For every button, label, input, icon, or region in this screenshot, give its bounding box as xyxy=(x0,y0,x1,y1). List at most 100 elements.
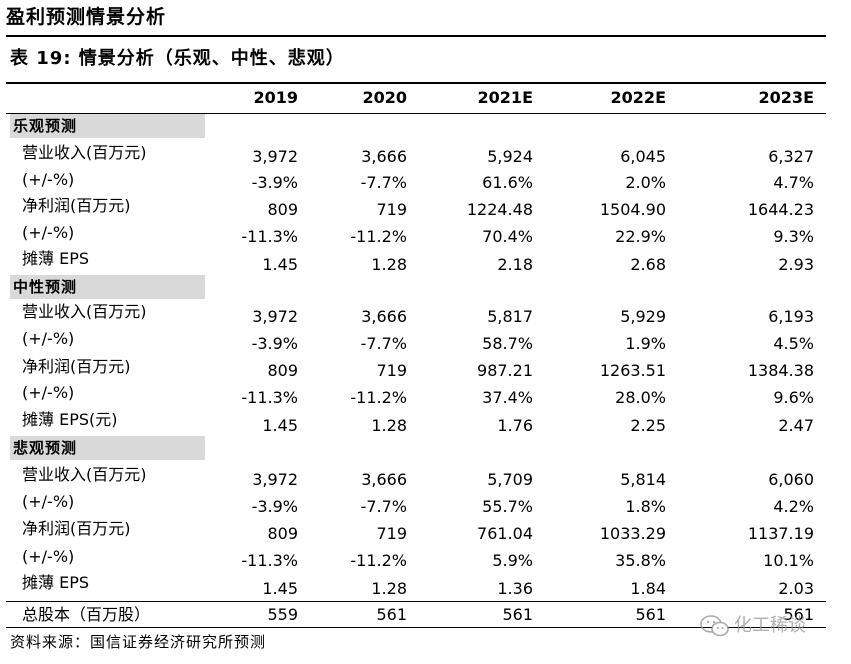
table-cell: 1.8% xyxy=(625,497,666,516)
table-cell: 761.04 xyxy=(477,524,533,543)
table-cell: 6,193 xyxy=(768,307,814,326)
table-cell: 1.28 xyxy=(371,416,407,435)
table-cell: 1.28 xyxy=(371,579,407,598)
table-cell: 3,972 xyxy=(252,307,298,326)
group-label: 悲观预测 xyxy=(13,439,78,457)
table-bottom-rule xyxy=(6,627,826,628)
table-cell: -3.9% xyxy=(251,497,298,516)
table-cell: 22.9% xyxy=(615,227,666,246)
row-label: 摊薄 EPS xyxy=(22,249,90,268)
table-cell: -11.3% xyxy=(241,388,298,407)
table-cell: 5,814 xyxy=(620,470,666,489)
table-cell: -3.9% xyxy=(251,173,298,192)
row-label: 净利润(百万元) xyxy=(22,196,131,215)
row-label: 营业收入(百万元) xyxy=(22,465,147,484)
group-label: 中性预测 xyxy=(13,278,78,296)
row-label: 摊薄 EPS(元) xyxy=(22,410,118,429)
table-cell: -7.7% xyxy=(360,334,407,353)
table-cell: 28.0% xyxy=(615,388,666,407)
table-cell: 719 xyxy=(376,524,407,543)
row-label: (+/-%) xyxy=(22,170,75,189)
total-label: 总股本（百万股） xyxy=(22,605,151,624)
row-label: 净利润(百万元) xyxy=(22,357,131,376)
row-label: (+/-%) xyxy=(22,329,75,348)
section-title: 盈利预测情景分析 xyxy=(6,6,167,28)
group-band xyxy=(10,114,205,138)
table-cell: 6,327 xyxy=(768,147,814,166)
row-label: (+/-%) xyxy=(22,223,75,242)
table-cell: 6,045 xyxy=(620,147,666,166)
table-cell: 61.6% xyxy=(482,173,533,192)
table-cell: 1.28 xyxy=(371,255,407,274)
table-cell: 1.45 xyxy=(262,416,298,435)
table-cell: 719 xyxy=(376,361,407,380)
table-cell: 58.7% xyxy=(482,334,533,353)
table-cell: -7.7% xyxy=(360,497,407,516)
row-label: 净利润(百万元) xyxy=(22,519,131,538)
table-cell: 1.84 xyxy=(630,579,666,598)
row-label: (+/-%) xyxy=(22,547,75,566)
table-cell: 55.7% xyxy=(482,497,533,516)
table-cell: -7.7% xyxy=(360,173,407,192)
table-cell: 809 xyxy=(267,361,298,380)
table-cell: 9.3% xyxy=(773,227,814,246)
table-cell: 1224.48 xyxy=(466,200,533,219)
total-rule xyxy=(6,601,826,602)
column-header: 2021E xyxy=(477,88,533,107)
row-label: (+/-%) xyxy=(22,492,75,511)
table-cell: 1.45 xyxy=(262,255,298,274)
table-title: 表 19: 情景分析（乐观、中性、悲观） xyxy=(10,48,345,69)
table-cell: 1384.38 xyxy=(747,361,814,380)
table-cell: 561 xyxy=(502,605,533,624)
group-band xyxy=(10,275,205,299)
table-cell: 1263.51 xyxy=(599,361,666,380)
table-cell: 809 xyxy=(267,200,298,219)
table-cell: 3,666 xyxy=(361,470,407,489)
table-cell: 37.4% xyxy=(482,388,533,407)
table-cell: 5,924 xyxy=(487,147,533,166)
table-cell: -11.2% xyxy=(350,551,407,570)
table-cell: 2.93 xyxy=(778,255,814,274)
table-cell: 4.7% xyxy=(773,173,814,192)
group-label: 乐观预测 xyxy=(13,117,78,135)
table-cell: 561 xyxy=(376,605,407,624)
table-cell: 2.0% xyxy=(625,173,666,192)
table-cell: 35.8% xyxy=(615,551,666,570)
table-cell: 1137.19 xyxy=(747,524,814,543)
table-cell: 4.2% xyxy=(773,497,814,516)
table-cell: 5.9% xyxy=(492,551,533,570)
table-cell: 2.68 xyxy=(630,255,666,274)
column-header: 2019 xyxy=(253,88,298,107)
watermark-text: 化工稀谈 xyxy=(734,615,806,636)
title-rule xyxy=(6,35,826,37)
row-label: 营业收入(百万元) xyxy=(22,143,147,162)
source-note: 资料来源：国信证券经济研究所预测 xyxy=(10,633,267,651)
table-cell: 2.25 xyxy=(630,416,666,435)
table-cell: 6,060 xyxy=(768,470,814,489)
table-cell: 561 xyxy=(635,605,666,624)
watermark: 化工稀谈 xyxy=(700,606,806,646)
table-cell: 1644.23 xyxy=(747,200,814,219)
table-cell: 10.1% xyxy=(763,551,814,570)
table-cell: -11.3% xyxy=(241,551,298,570)
table-cell: 1504.90 xyxy=(599,200,666,219)
table-cell: -11.2% xyxy=(350,227,407,246)
row-label: (+/-%) xyxy=(22,383,75,402)
column-header: 2022E xyxy=(610,88,666,107)
table-cell: 1033.29 xyxy=(599,524,666,543)
table-cell: 70.4% xyxy=(482,227,533,246)
table-cell: 3,972 xyxy=(252,470,298,489)
wechat-icon xyxy=(700,614,730,638)
table-cell: 9.6% xyxy=(773,388,814,407)
table-cell: -3.9% xyxy=(251,334,298,353)
table-cell: 2.47 xyxy=(778,416,814,435)
group-band xyxy=(10,436,205,460)
table-cell: 3,666 xyxy=(361,147,407,166)
table-cell: 809 xyxy=(267,524,298,543)
table-cell: 1.45 xyxy=(262,579,298,598)
column-header: 2023E xyxy=(758,88,814,107)
table-cell: 1.76 xyxy=(497,416,533,435)
table-cell: 719 xyxy=(376,200,407,219)
table-cell: 987.21 xyxy=(477,361,533,380)
table-cell: 561 xyxy=(783,605,814,624)
